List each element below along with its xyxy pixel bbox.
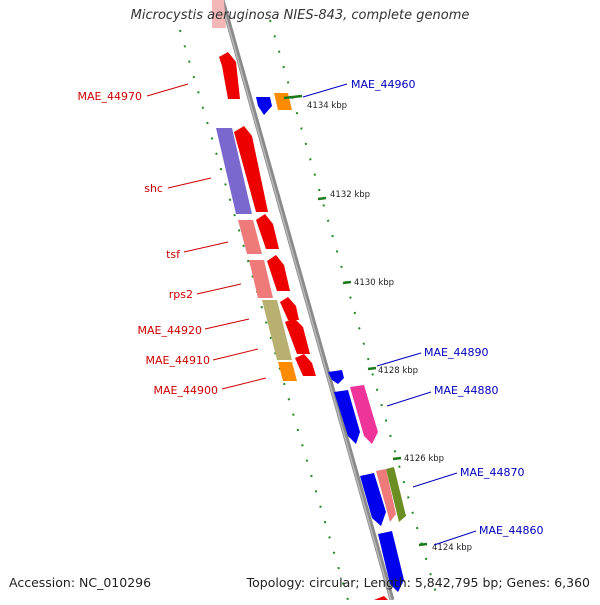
gene-arrow-mae-44960[interactable] [274, 93, 292, 110]
gene-arrow-mae-44920[interactable] [280, 297, 299, 320]
tick-mark-4130 [342, 280, 352, 285]
tick-mark-4134 [283, 94, 303, 100]
gene-label-mae-44970[interactable]: MAE_44970 [78, 90, 142, 103]
gene-arrow-reverse-small[interactable] [256, 97, 272, 115]
gene-label-mae-44960[interactable]: MAE_44960 [351, 78, 415, 91]
genome-summary: Topology: circular; Length: 5,842,795 bp… [246, 575, 590, 590]
leader-line-mae-44860 [433, 530, 477, 546]
gene-arrow-mae-44970[interactable] [219, 52, 240, 99]
leader-line-tsf [183, 241, 229, 253]
gene-arrow-shc-purple[interactable] [216, 128, 252, 214]
gene-arrow-mae-44900[interactable] [278, 362, 297, 381]
gene-arrow-mae-44920-olive[interactable] [262, 300, 292, 360]
gene-arrow-mae-44910[interactable] [285, 318, 310, 354]
leader-line-shc [167, 177, 212, 189]
gene-label-rps2[interactable]: rps2 [169, 288, 193, 301]
tick-label-4124: 4124 kbp [432, 543, 472, 553]
gene-arrow-forward-bottom[interactable] [374, 596, 388, 600]
gene-label-mae-44910[interactable]: MAE_44910 [146, 354, 210, 367]
tick-label-4132: 4132 kbp [330, 190, 370, 200]
gene-label-mae-44890[interactable]: MAE_44890 [424, 346, 488, 359]
gene-arrow-rps2[interactable] [267, 255, 290, 291]
leader-line-mae-44880 [386, 391, 432, 407]
leader-line-mae-44890 [376, 352, 422, 367]
genome-backbone [219, 0, 395, 601]
gene-arrow-mae-44870-pink[interactable] [376, 469, 396, 522]
leader-line-mae-44970 [146, 83, 189, 97]
tick-mark-4124 [418, 542, 428, 547]
inner-guide-track [179, 29, 349, 601]
tick-mark-4128 [367, 366, 377, 371]
leader-line-mae-44900 [221, 377, 267, 390]
gene-label-tsf[interactable]: tsf [166, 248, 181, 261]
tick-label-4126: 4126 kbp [404, 454, 444, 464]
gene-arrow-mae-44910b[interactable] [295, 354, 316, 376]
leader-line-mae-44870 [412, 472, 458, 488]
map-title: Microcystis aeruginosa NIES-843, complet… [130, 8, 470, 23]
gene-arrow-mae-44880[interactable] [350, 385, 378, 444]
leader-line-rps2 [196, 283, 242, 295]
gene-arrow-tsf-pink[interactable] [238, 220, 262, 254]
tick-mark-4126 [392, 456, 402, 461]
gene-arrow-shc[interactable] [234, 126, 268, 212]
gene-label-shc[interactable]: shc [144, 182, 163, 195]
gene-arrow-mae-44890[interactable] [334, 390, 360, 444]
gene-label-mae-44880[interactable]: MAE_44880 [434, 384, 498, 397]
gene-arrow-tsf[interactable] [256, 214, 279, 249]
tick-label-4134: 4134 kbp [307, 101, 347, 111]
leader-line-mae-44910 [212, 348, 259, 361]
gene-arrow-mae-44860[interactable] [378, 531, 404, 592]
leader-line-mae-44960 [302, 83, 348, 98]
tick-label-4130: 4130 kbp [354, 278, 394, 288]
gene-label-mae-44860[interactable]: MAE_44860 [479, 524, 543, 537]
gene-arrow-mae-44870[interactable] [360, 473, 386, 526]
gene-arrow-rps2-pink[interactable] [249, 260, 273, 298]
gene-arrow-mae-44870-green[interactable] [386, 467, 406, 522]
gene-arrow-reverse-mid[interactable] [328, 370, 344, 384]
tick-mark-4132 [317, 196, 327, 201]
gene-label-mae-44900[interactable]: MAE_44900 [154, 384, 218, 397]
genome-backbone-highlight [220, 0, 392, 601]
tick-label-4128: 4128 kbp [378, 366, 418, 376]
leader-line-mae-44920 [204, 318, 250, 330]
gene-label-mae-44870[interactable]: MAE_44870 [460, 466, 524, 479]
gene-label-mae-44920[interactable]: MAE_44920 [138, 324, 202, 337]
gene-arrow-forward-partial[interactable] [212, 0, 226, 28]
accession-label: Accession: NC_010296 [9, 575, 152, 590]
